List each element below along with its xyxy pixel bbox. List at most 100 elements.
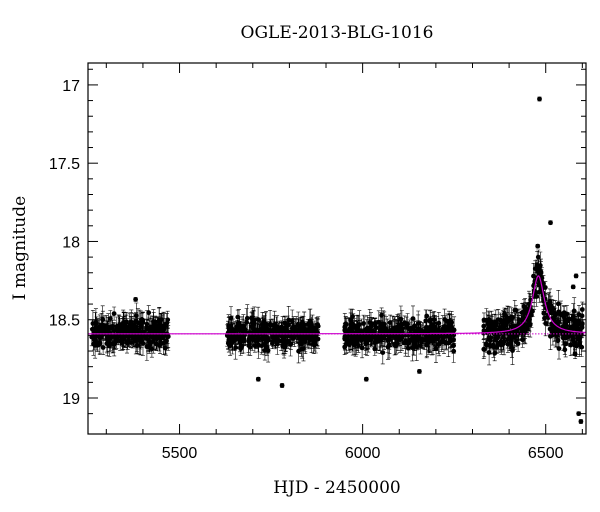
data-point xyxy=(263,324,269,330)
data-point xyxy=(415,326,421,331)
data-point xyxy=(374,337,379,342)
data-point xyxy=(432,336,438,341)
data-point xyxy=(378,337,383,342)
data-point xyxy=(158,317,164,322)
data-point xyxy=(127,333,133,339)
data-point xyxy=(520,329,526,335)
data-point xyxy=(486,318,492,324)
data-point xyxy=(355,335,360,340)
x-tick-label: 6000 xyxy=(345,445,381,462)
data-point xyxy=(361,321,366,326)
data-point xyxy=(372,333,377,339)
data-point xyxy=(350,334,355,340)
data-point xyxy=(398,316,404,322)
data-point xyxy=(521,315,526,320)
data-point xyxy=(276,326,282,331)
data-point xyxy=(417,369,422,374)
data-point xyxy=(550,306,556,312)
data-point xyxy=(299,346,305,352)
data-point xyxy=(410,334,416,340)
x-tick-label: 5500 xyxy=(162,445,198,462)
data-point xyxy=(531,273,536,279)
data-point xyxy=(363,376,369,382)
data-point xyxy=(555,301,561,307)
data-point xyxy=(228,315,234,321)
data-point xyxy=(144,321,150,327)
data-point xyxy=(380,350,386,355)
model-curve xyxy=(88,275,586,335)
data-point xyxy=(487,342,493,348)
data-point xyxy=(439,339,444,345)
data-point xyxy=(489,322,494,328)
data-point xyxy=(226,325,232,331)
data-point xyxy=(133,313,139,319)
data-point xyxy=(233,345,239,350)
y-tick-label: 17.5 xyxy=(49,156,80,173)
data-point xyxy=(359,345,365,351)
data-point xyxy=(561,335,567,341)
data-point xyxy=(431,317,437,322)
data-point xyxy=(302,339,308,345)
data-point xyxy=(492,327,497,333)
data-point xyxy=(124,328,130,334)
data-point xyxy=(429,322,435,328)
data-point xyxy=(387,320,393,325)
data-point xyxy=(382,333,388,339)
data-point xyxy=(244,315,250,321)
data-point xyxy=(228,334,234,339)
data-point xyxy=(405,324,410,330)
data-point xyxy=(255,317,261,322)
data-point xyxy=(541,310,547,316)
data-point xyxy=(107,316,113,321)
data-point xyxy=(356,323,361,328)
data-point xyxy=(372,346,378,352)
data-point xyxy=(542,315,547,321)
data-point xyxy=(117,325,123,331)
data-point xyxy=(526,316,531,322)
data-point xyxy=(147,327,152,333)
data-point xyxy=(563,341,569,347)
data-point xyxy=(424,313,430,319)
data-point xyxy=(418,343,423,349)
data-point xyxy=(516,331,522,336)
data-point xyxy=(296,348,301,354)
data-point xyxy=(421,337,426,342)
data-point xyxy=(244,319,250,325)
data-point xyxy=(98,325,104,330)
data-point xyxy=(439,329,445,334)
data-point xyxy=(394,341,400,347)
data-point xyxy=(149,346,155,352)
data-point xyxy=(301,333,306,339)
data-point xyxy=(256,330,262,336)
data-point xyxy=(405,345,411,351)
data-point xyxy=(104,323,110,329)
data-point xyxy=(301,322,307,328)
data-point xyxy=(538,269,544,275)
y-tick-label: 19 xyxy=(62,391,80,408)
data-point xyxy=(573,331,579,337)
data-point xyxy=(342,336,348,341)
data-point xyxy=(512,335,517,340)
data-point xyxy=(236,320,242,326)
data-point xyxy=(424,341,430,347)
data-point xyxy=(447,322,453,327)
data-point xyxy=(250,337,255,343)
data-point xyxy=(399,326,405,332)
data-point xyxy=(150,323,156,329)
data-point xyxy=(313,337,319,342)
data-point xyxy=(436,320,442,326)
data-point xyxy=(536,289,542,295)
data-point xyxy=(444,319,450,324)
data-point xyxy=(427,317,433,322)
data-point xyxy=(292,335,297,340)
data-point xyxy=(100,345,106,350)
data-point xyxy=(282,320,288,326)
data-point xyxy=(578,419,584,424)
data-point xyxy=(499,327,504,332)
data-point xyxy=(91,341,96,347)
data-point xyxy=(555,338,561,343)
x-axis-label: HJD - 2450000 xyxy=(273,478,401,498)
data-point xyxy=(255,376,261,382)
data-point xyxy=(535,254,541,260)
data-point xyxy=(445,326,451,331)
